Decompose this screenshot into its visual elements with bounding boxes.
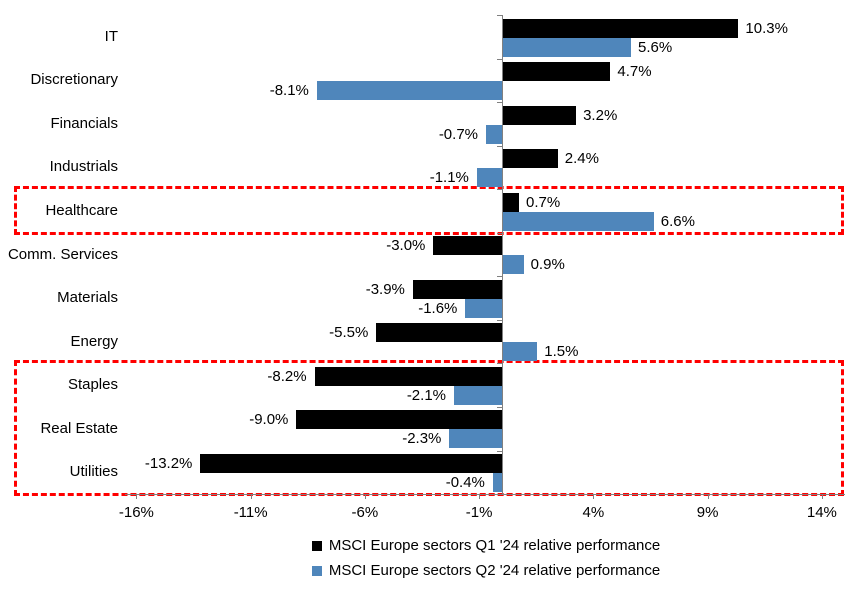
x-axis-tick [250,494,252,499]
x-tick-label: 4% [582,504,605,521]
category-label: Financials [50,114,118,132]
category-label: Utilities [69,463,118,481]
bar [503,18,739,38]
category-label: Industrials [49,158,118,176]
bar [503,62,611,81]
legend-swatch-icon [311,565,322,576]
bar [412,279,502,299]
y-axis-tick [497,232,502,234]
category-label: Staples [67,376,118,394]
legend-item: MSCI Europe sectors Q1 '24 relative perf… [311,537,661,554]
y-axis-tick [497,494,502,495]
category-label: Comm. Services [7,245,118,263]
bar [503,342,538,362]
value-label: -9.0% [249,411,289,429]
y-axis-line [502,15,503,494]
category-label: Discretionary [30,71,118,89]
value-label: -3.0% [386,237,426,255]
bar [503,149,558,169]
legend-item: MSCI Europe sectors Q2 '24 relative perf… [311,562,661,579]
x-tick-label: -16% [118,504,154,521]
legend-swatch-icon [311,540,322,551]
y-axis-tick [497,189,502,191]
y-axis-tick [497,406,502,408]
x-tick-label: -6% [351,504,379,521]
value-label: -0.7% [438,125,478,143]
bar [200,454,502,473]
value-label: 2.4% [564,150,599,168]
value-label: -0.4% [445,474,485,491]
value-label: -8.1% [269,82,309,99]
bar [503,211,654,231]
legend: MSCI Europe sectors Q1 '24 relative perf… [120,537,852,579]
bar [376,323,502,343]
value-label: -2.1% [406,386,446,404]
x-axis-tick [364,494,366,499]
x-axis-tick [136,494,138,499]
value-label: -3.9% [365,280,405,298]
x-axis-tick [821,494,823,499]
x-tick-label: -11% [233,504,268,521]
x-axis-line [125,494,845,495]
bar [296,410,503,430]
legend-label: MSCI Europe sectors Q2 '24 relative perf… [328,562,661,579]
y-axis-tick [497,450,502,452]
bar [454,385,502,405]
value-label: -2.3% [402,430,442,448]
y-axis-tick [497,145,502,147]
value-label: 0.9% [530,256,565,274]
y-axis-tick [497,102,502,104]
value-label: -1.6% [418,299,458,317]
legend-label: MSCI Europe sectors Q1 '24 relative perf… [328,537,661,554]
bar [316,81,502,100]
highlight-box [14,186,844,235]
y-axis-tick [497,276,502,278]
value-label: -5.5% [329,324,369,342]
bar [503,255,524,275]
bar [486,124,502,144]
category-label: Real Estate [40,419,118,437]
value-label: -8.2% [267,367,307,385]
x-tick-label: 9% [696,504,719,521]
x-axis-tick [593,494,595,499]
category-label: Healthcare [45,202,118,219]
value-label: 10.3% [745,19,788,37]
value-label: 6.6% [660,212,695,230]
y-axis-tick [497,319,502,321]
y-axis-tick [497,363,502,365]
bar [503,192,519,212]
bar [492,473,502,492]
x-tick-label: -1% [465,504,493,521]
value-label: -13.2% [144,455,193,472]
category-label: Materials [57,289,118,306]
bar [503,105,577,125]
category-label: IT [104,27,118,45]
x-axis-tick [479,494,481,499]
bar [503,37,631,57]
value-label: -1.1% [429,169,469,187]
value-label: 0.7% [526,193,561,211]
value-label: 3.2% [583,106,618,124]
bar [314,366,502,386]
y-axis-tick [497,15,502,16]
y-axis-tick [497,58,502,60]
x-tick-label: 14% [806,504,837,521]
x-axis-tick [707,494,709,499]
value-label: 4.7% [617,63,652,80]
value-label: 1.5% [544,343,579,361]
bar [433,236,502,256]
bar [476,168,502,188]
bar [465,298,502,318]
bar [449,429,502,449]
value-label: 5.6% [638,38,673,56]
category-label: Energy [70,332,118,350]
